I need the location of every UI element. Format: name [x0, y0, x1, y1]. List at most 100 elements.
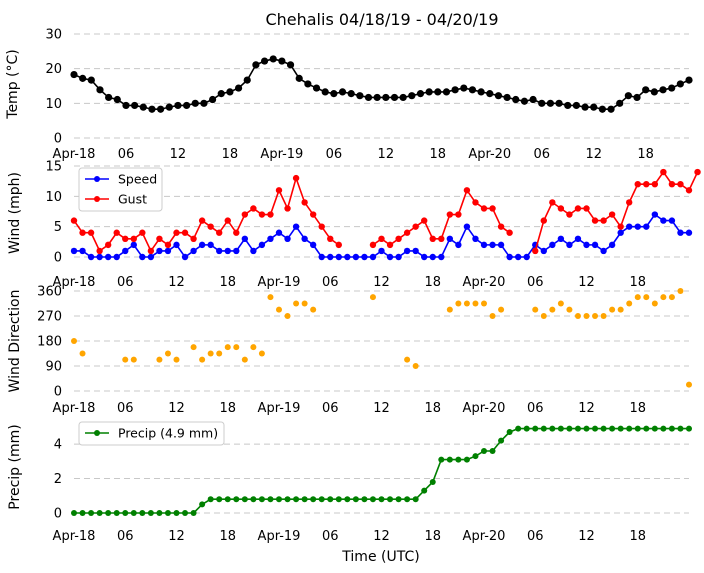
data-point: [546, 99, 555, 107]
data-point: [668, 84, 676, 92]
y-tick-label: 360: [37, 285, 62, 300]
data-point: [335, 253, 342, 261]
data-point: [79, 229, 86, 236]
data-point: [472, 235, 479, 242]
data-point: [190, 247, 197, 255]
data-point: [173, 241, 180, 249]
data-point: [676, 80, 684, 88]
data-point: [216, 229, 223, 236]
data-point: [608, 241, 616, 249]
data-point: [191, 99, 199, 107]
data-point: [651, 425, 658, 432]
data-point: [412, 247, 419, 255]
y-tick-label: 5: [54, 220, 62, 235]
data-point: [139, 103, 147, 111]
data-point: [122, 235, 129, 242]
data-point: [489, 205, 496, 212]
x-axis-label: Time (UTC): [341, 549, 419, 565]
x-tick-label: 06: [117, 401, 134, 416]
data-point: [198, 241, 206, 249]
y-tick-label: 270: [37, 310, 62, 325]
data-point: [104, 241, 112, 249]
data-point: [694, 168, 701, 176]
data-point: [634, 223, 641, 230]
data-point: [412, 496, 419, 503]
data-point: [79, 247, 86, 255]
data-point: [591, 241, 599, 249]
data-point: [540, 313, 547, 319]
data-point: [207, 241, 214, 249]
x-tick-label: 18: [629, 529, 646, 544]
x-tick-label: 12: [378, 147, 395, 162]
x-tick-label: 12: [578, 401, 595, 416]
x-tick-label: 18: [424, 401, 441, 416]
data-point: [609, 425, 616, 432]
y-tick-label: 180: [37, 335, 62, 350]
data-point: [481, 448, 487, 454]
data-point: [217, 90, 225, 98]
x-tick-label: Apr-20: [463, 529, 506, 544]
data-point: [267, 294, 274, 301]
data-point: [164, 350, 171, 357]
data-point: [566, 211, 573, 218]
x-tick-label: 06: [527, 401, 544, 416]
legend-box: [78, 421, 225, 446]
data-point: [617, 229, 624, 236]
x-tick-label: 06: [527, 275, 544, 290]
y-axis-label: Wind Direction: [7, 290, 23, 393]
data-point: [70, 70, 78, 79]
data-point: [369, 294, 376, 301]
data-point: [564, 101, 572, 110]
data-point: [156, 235, 163, 242]
data-point: [512, 95, 520, 104]
data-point: [295, 74, 303, 82]
data-point: [71, 510, 77, 516]
data-point: [258, 496, 265, 503]
data-point: [267, 235, 274, 242]
data-point: [386, 241, 394, 249]
data-point: [660, 168, 667, 176]
data-point: [668, 425, 675, 432]
legend-marker: [94, 430, 100, 436]
data-point: [79, 510, 86, 516]
y-tick-label: 0: [54, 132, 62, 147]
data-point: [421, 217, 428, 224]
data-point: [549, 425, 556, 432]
data-point: [258, 350, 265, 357]
data-point: [233, 247, 240, 255]
data-point: [364, 93, 373, 102]
data-point: [403, 247, 411, 255]
x-tick-label: Apr-19: [258, 401, 301, 416]
data-point: [574, 313, 581, 319]
data-point: [275, 229, 283, 236]
data-point: [616, 99, 624, 107]
data-point: [651, 211, 659, 218]
data-point: [416, 90, 425, 98]
data-point: [609, 306, 616, 313]
data-point: [626, 425, 633, 432]
x-tick-label: Apr-18: [53, 401, 96, 416]
data-point: [477, 88, 485, 96]
x-tick-label: Apr-19: [258, 275, 301, 290]
data-point: [574, 235, 582, 242]
data-point: [216, 496, 223, 503]
data-point: [438, 456, 445, 463]
data-point: [583, 205, 590, 212]
data-point: [549, 306, 556, 313]
data-point: [276, 496, 282, 503]
data-point: [598, 105, 606, 113]
data-point: [293, 300, 300, 307]
x-tick-label: 18: [222, 147, 239, 162]
data-point: [139, 229, 146, 236]
data-point: [344, 253, 351, 261]
data-point: [87, 253, 95, 261]
data-point: [147, 253, 155, 261]
data-point: [404, 496, 411, 503]
y-tick-label: 0: [54, 507, 62, 522]
data-point: [591, 217, 599, 224]
data-point: [425, 88, 433, 96]
data-point: [241, 211, 249, 218]
data-point: [173, 229, 180, 236]
data-point: [122, 101, 130, 110]
